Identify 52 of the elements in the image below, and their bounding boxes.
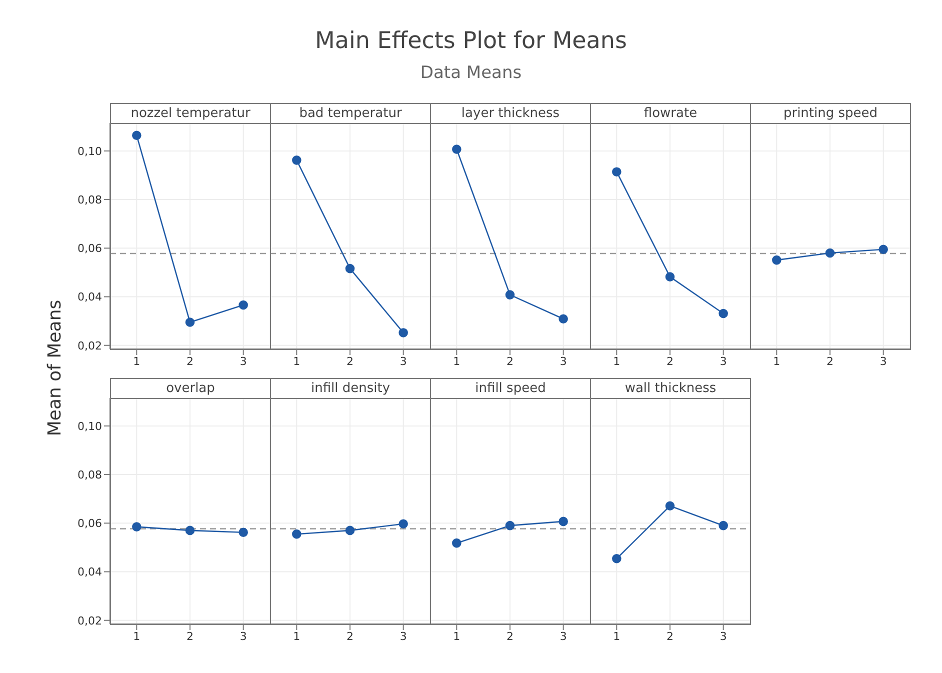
y-tick-label: 0,04 (78, 566, 102, 579)
x-tick-label: 1 (453, 630, 460, 643)
x-tick-label: 2 (346, 630, 354, 643)
y-tick-label: 0,06 (78, 242, 102, 256)
point (185, 318, 195, 327)
x-tick-label: 1 (293, 354, 300, 368)
x-tick-label: 1 (133, 354, 140, 368)
chart-title: bad temperatur (270, 103, 431, 124)
x-tick-label: 2 (506, 354, 514, 368)
x-tick-label: 3 (560, 354, 567, 368)
text: Main Effects Plot for Means (314, 28, 628, 54)
x-tick-label: 2 (506, 630, 514, 643)
x-tick-label: 3 (880, 354, 887, 368)
y-tick-label: 0,10 (78, 420, 102, 433)
chart-title: layer thickness (430, 103, 591, 124)
chart-title: nozzel temperatur (110, 103, 271, 124)
x-tick-label: 3 (400, 354, 407, 368)
x-tick-label: 2 (186, 630, 194, 643)
chart-title: flowrate (590, 103, 751, 124)
x-tick-label: 2 (666, 630, 674, 643)
y-tick-label: 0,08 (78, 468, 102, 482)
y-tick-label: 0,02 (78, 614, 102, 628)
y-tick-label: 0,04 (78, 290, 102, 304)
chart-title: wall thickness (590, 378, 751, 399)
x-tick-label: 2 (826, 354, 834, 368)
y-tick-label: 0,08 (78, 193, 102, 206)
text: Data Means (419, 63, 523, 83)
x-tick-label: 3 (240, 354, 247, 368)
x-tick-label: 1 (613, 354, 620, 368)
chart-title: overlap (110, 378, 271, 399)
x-tick-label: 3 (720, 354, 727, 368)
x-tick-label: 1 (293, 630, 300, 643)
point (132, 130, 142, 140)
x-tick-label: 1 (133, 630, 140, 643)
x-tick-label: 2 (186, 354, 194, 368)
x-tick-label: 3 (240, 630, 247, 643)
chart-title: infill speed (430, 378, 591, 399)
chart-title: infill density (270, 378, 431, 399)
x-tick-label: 3 (400, 630, 407, 643)
x-tick-label: 3 (560, 630, 567, 643)
chart-title: printing speed (750, 103, 911, 124)
x-tick-label: 1 (773, 354, 780, 368)
point (238, 300, 248, 310)
y-tick-label: 0,02 (78, 339, 102, 352)
x-tick-label: 3 (720, 630, 727, 643)
x-tick-label: 1 (453, 354, 460, 368)
x-tick-label: 1 (613, 630, 620, 643)
x-tick-label: 2 (346, 354, 354, 368)
y-tick-label: 0,06 (78, 517, 102, 530)
text: Mean of Means (44, 300, 66, 436)
x-tick-label: 2 (666, 354, 674, 368)
y-tick-label: 0,10 (78, 144, 102, 158)
